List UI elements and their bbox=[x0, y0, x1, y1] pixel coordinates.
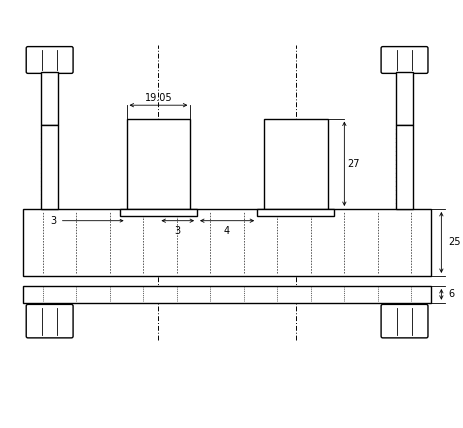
Text: 19.05: 19.05 bbox=[144, 92, 172, 103]
Text: 6: 6 bbox=[447, 289, 453, 299]
FancyBboxPatch shape bbox=[26, 47, 73, 73]
Bar bbox=[126, 119, 190, 209]
Bar bbox=[119, 209, 197, 216]
Bar bbox=[41, 72, 58, 125]
Text: 25: 25 bbox=[447, 238, 460, 247]
FancyBboxPatch shape bbox=[26, 304, 73, 338]
Bar bbox=[41, 125, 58, 209]
Bar bbox=[23, 286, 431, 303]
Text: 3: 3 bbox=[174, 226, 181, 236]
Text: 4: 4 bbox=[224, 226, 230, 236]
Text: 27: 27 bbox=[347, 159, 359, 169]
FancyBboxPatch shape bbox=[380, 304, 427, 338]
Bar bbox=[23, 209, 431, 276]
FancyBboxPatch shape bbox=[380, 47, 427, 73]
Bar bbox=[395, 125, 412, 209]
Text: 3: 3 bbox=[50, 216, 56, 226]
Bar bbox=[263, 119, 327, 209]
Bar bbox=[257, 209, 333, 216]
Bar bbox=[395, 72, 412, 125]
